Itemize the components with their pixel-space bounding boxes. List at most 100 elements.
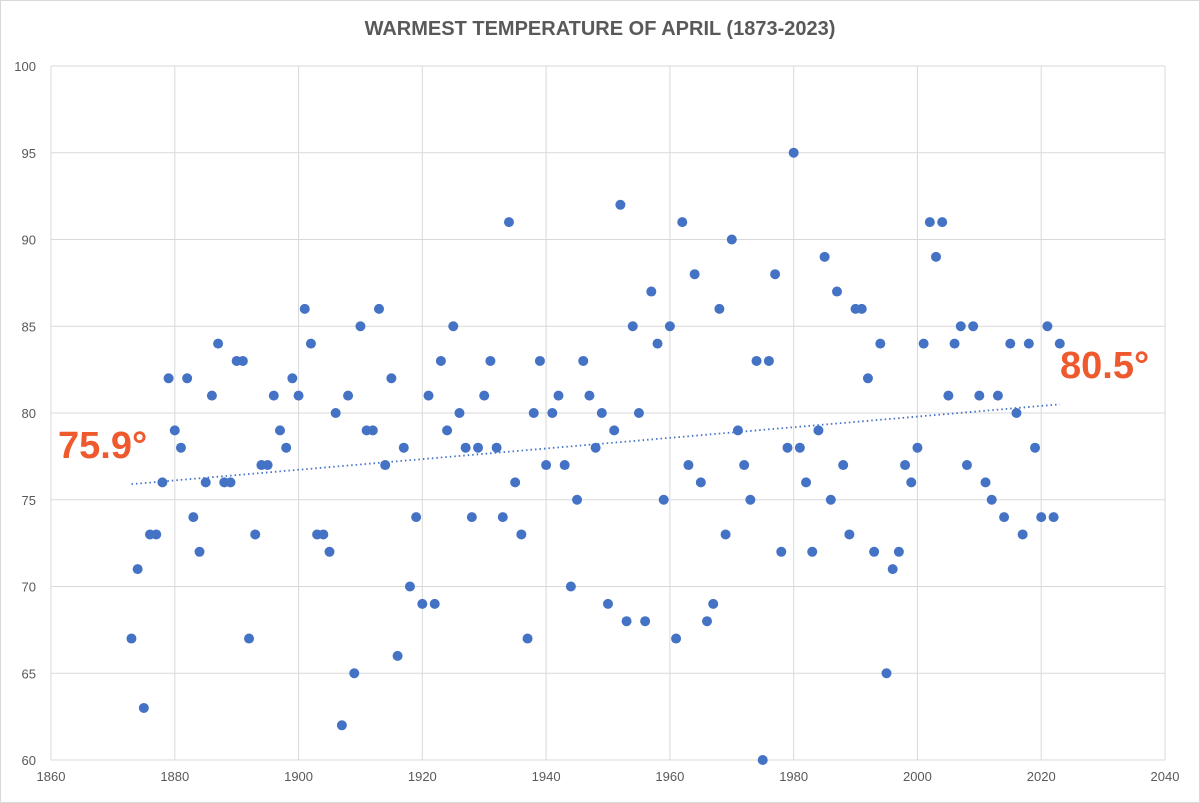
data-point [584,390,595,401]
x-tick-label: 1900 [284,769,313,784]
data-point [194,546,205,557]
data-point [330,408,341,418]
y-tick-label: 100 [14,59,36,74]
data-point [912,442,923,453]
data-point [565,581,576,592]
data-point [1054,338,1065,349]
data-point [175,442,186,453]
data-point [980,477,991,488]
data-point [739,460,750,471]
data-point [961,460,972,471]
data-point [293,390,304,401]
data-point [788,147,799,158]
data-point [374,303,385,314]
data-point [794,442,805,453]
x-tick-label: 1920 [408,769,437,784]
y-tick-label: 85 [22,319,36,334]
data-point [596,408,607,418]
data-point [906,477,917,488]
data-point [900,460,911,471]
data-point [615,199,626,210]
data-point [404,581,415,592]
data-point [776,546,787,557]
data-point [1005,338,1016,349]
data-point [887,564,898,575]
data-point [380,460,391,471]
data-point [429,598,440,609]
data-point [132,564,143,575]
data-point [683,460,694,471]
data-point [1017,529,1028,540]
data-point [268,390,279,401]
data-point [1011,408,1022,418]
data-point [367,425,378,436]
data-point [479,390,490,401]
x-tick-label: 2020 [1027,769,1056,784]
data-point [318,529,329,540]
data-point [689,269,700,280]
data-point [640,616,651,627]
data-point [751,355,762,366]
data-point [126,633,137,644]
data-point [138,702,149,713]
data-point [658,494,669,505]
data-point [838,460,849,471]
y-tick-label: 75 [22,493,36,508]
y-tick-label: 60 [22,753,36,768]
data-point [609,425,620,436]
data-point [386,373,397,384]
data-point [862,373,873,384]
data-point [652,338,663,349]
data-point [714,303,725,314]
data-point [1042,321,1053,332]
x-tick-label: 1880 [160,769,189,784]
data-point [349,668,360,679]
data-point [646,286,657,297]
data-point [1048,512,1059,523]
data-point [763,355,774,366]
data-point [825,494,836,505]
data-point [627,321,638,332]
data-point [448,321,459,332]
data-point [937,217,948,228]
data-point [151,529,162,540]
data-point [1030,442,1041,453]
data-point [720,529,731,540]
data-point [918,338,929,349]
data-point [633,408,644,418]
data-point [454,408,465,418]
x-tick-label: 1960 [655,769,684,784]
data-point [541,460,552,471]
data-point [1036,512,1047,523]
data-point [931,251,942,262]
x-tick-label: 1980 [779,769,808,784]
y-tick-label: 70 [22,580,36,595]
data-point [157,477,168,488]
data-point [807,546,818,557]
data-point [473,442,484,453]
data-point [497,512,508,523]
data-point [664,321,675,332]
data-point [466,512,477,523]
data-point [547,408,558,418]
x-tick-label: 2000 [903,769,932,784]
data-point [881,668,892,679]
data-point [559,460,570,471]
data-point [522,633,533,644]
x-tick-label: 1940 [532,769,561,784]
data-point [225,477,236,488]
data-point [732,425,743,436]
data-point [708,598,719,609]
start-value-annotation: 75.9° [58,425,147,467]
data-point [943,390,954,401]
data-point [757,755,768,765]
data-point [503,217,514,228]
y-tick-label: 65 [22,666,36,681]
data-point [244,633,255,644]
data-point [287,373,298,384]
data-point [324,546,335,557]
data-point [281,442,292,453]
data-point [968,321,979,332]
data-point [491,442,502,453]
